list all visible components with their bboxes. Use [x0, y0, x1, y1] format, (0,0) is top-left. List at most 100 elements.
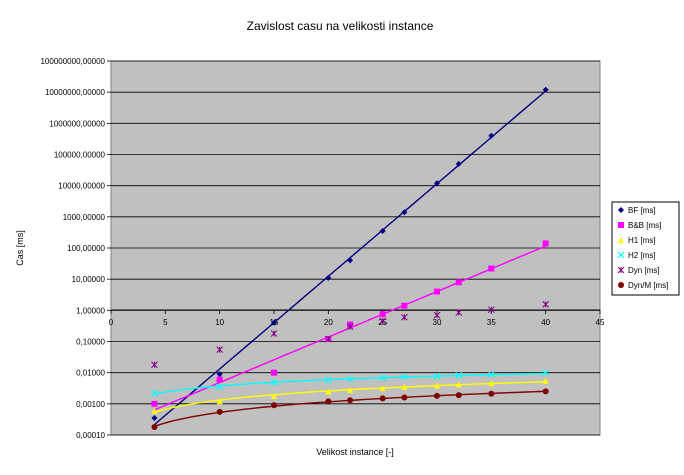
data-point [488, 265, 495, 272]
data-point [401, 209, 408, 216]
data-point [542, 369, 550, 377]
data-point [325, 398, 332, 405]
data-point [542, 240, 549, 247]
data-point [401, 394, 408, 401]
data-point [216, 346, 224, 353]
data-point [542, 86, 549, 93]
tick-label-y: 1,00000 [76, 306, 105, 315]
data-point [270, 330, 278, 337]
data-point [400, 373, 408, 381]
data-point [216, 408, 223, 415]
data-point [379, 395, 386, 402]
data-point [325, 388, 332, 395]
tick-label-y: 0,01000 [76, 369, 105, 378]
tick-label-y: 10,00000 [72, 275, 106, 284]
data-point [455, 279, 462, 286]
legend-label: Dyn [ms] [628, 266, 660, 275]
tick-label-y: 1000,00000 [63, 213, 106, 222]
legend-label: B&B [ms] [628, 221, 661, 230]
tick-label-y: 1000000,00000 [49, 119, 105, 128]
tick-label-y: 0,00010 [76, 431, 105, 440]
data-point [324, 335, 332, 343]
data-point [455, 160, 462, 167]
data-point [271, 402, 277, 409]
legend-label: BF [ms] [628, 206, 656, 215]
legend-label: Dyn/M [ms] [628, 281, 668, 290]
data-point [151, 389, 158, 397]
data-point [542, 388, 549, 395]
tick-label-y: 100,00000 [67, 244, 105, 253]
legend-label: H1 [ms] [628, 236, 656, 245]
tick-label-x: 10 [215, 318, 224, 327]
data-point [379, 311, 386, 318]
data-point [542, 301, 550, 308]
data-point [216, 398, 223, 405]
data-point [271, 392, 277, 399]
data-point [151, 415, 158, 422]
data-point [379, 317, 387, 325]
tick-label-y: 100000000,00000 [40, 57, 105, 66]
data-point [346, 375, 354, 383]
tick-label-x: 40 [541, 318, 550, 327]
tick-label-x: 45 [596, 318, 605, 327]
chart-title: Zavislost casu na velikosti instance [247, 19, 434, 33]
data-point [433, 372, 441, 380]
legend-marker [618, 282, 624, 288]
legend-marker [618, 222, 624, 228]
data-point [325, 274, 332, 281]
data-point [455, 392, 462, 399]
data-point [434, 180, 440, 187]
data-point [434, 392, 440, 399]
data-point [271, 319, 277, 326]
data-point [455, 381, 462, 388]
data-point [346, 323, 354, 330]
data-point [379, 385, 386, 392]
tick-label-y: 10000000,00000 [45, 88, 106, 97]
data-point [379, 228, 386, 235]
tick-label-x: 20 [324, 318, 333, 327]
y-axis-label: Cas [ms] [15, 230, 25, 266]
data-point [379, 374, 387, 382]
data-point [151, 361, 158, 369]
data-point [324, 376, 332, 384]
legend-box [611, 201, 680, 296]
legend-marker [617, 251, 625, 259]
tick-label-y: 0,10000 [76, 338, 105, 347]
data-point [151, 407, 158, 414]
legend: BF [ms] B&B [ms] H1 [ms] H2 [ms] Dyn [ms] Dyn… [611, 201, 680, 296]
data-point [455, 371, 463, 379]
legend-marker [618, 237, 624, 243]
legend-marker [617, 266, 625, 274]
tick-label-x: 0 [109, 318, 114, 327]
tick-label-x: 30 [433, 318, 442, 327]
data-point [216, 376, 223, 383]
data-point [401, 302, 408, 309]
data-point [434, 382, 440, 389]
tick-label-y: 10000,00000 [58, 182, 105, 191]
x-axis-label: Velikost instance [-] [316, 447, 394, 457]
data-point [487, 370, 495, 378]
tick-label-x: 35 [487, 318, 496, 327]
data-point [401, 383, 408, 390]
data-point [347, 257, 354, 264]
data-point [270, 379, 278, 387]
data-point [455, 309, 463, 316]
data-point [151, 400, 158, 407]
data-point [488, 390, 495, 397]
data-point [487, 306, 495, 314]
tick-label-x: 5 [163, 318, 168, 327]
data-point [347, 386, 354, 393]
data-point [216, 371, 223, 378]
tick-label-y: 0,00100 [76, 400, 105, 409]
data-point [488, 380, 495, 387]
data-point [271, 369, 277, 376]
data-point [216, 383, 224, 391]
legend-label: H2 [ms] [628, 251, 656, 260]
legend-marker [618, 207, 624, 213]
data-point [401, 313, 408, 321]
data-point [347, 397, 354, 404]
data-point [151, 424, 158, 431]
tick-label-y: 100000,00000 [54, 151, 106, 160]
data-point [488, 132, 495, 139]
